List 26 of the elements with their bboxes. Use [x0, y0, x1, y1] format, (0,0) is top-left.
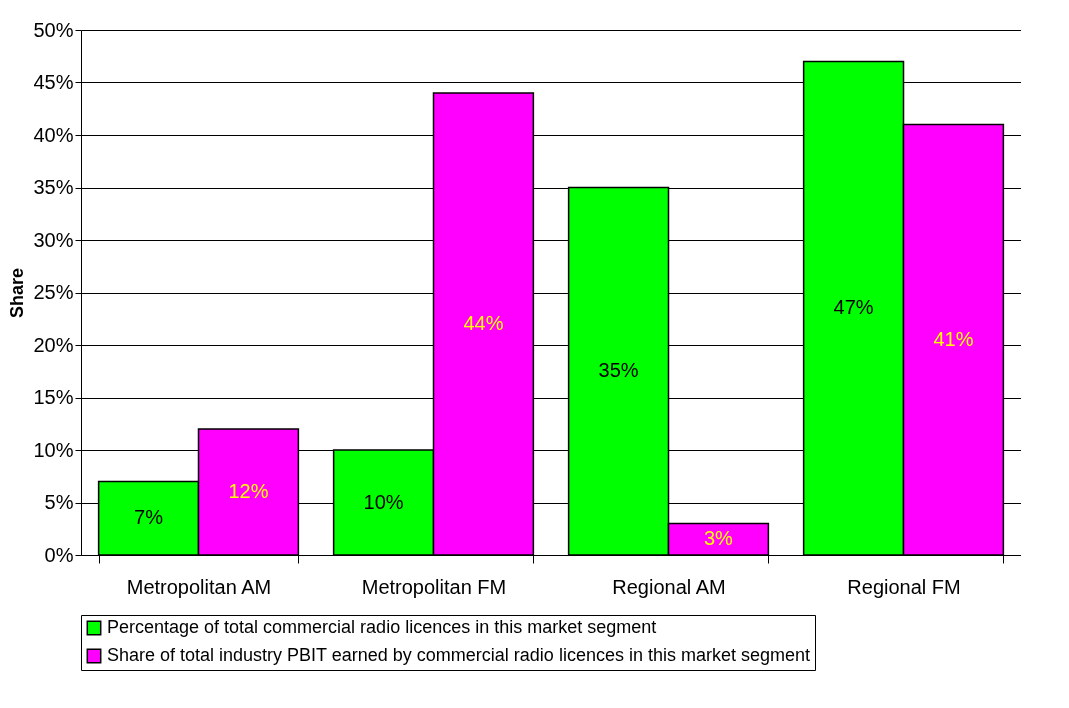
y-tick-label: 15% [33, 386, 74, 408]
y-tick-label: 50% [33, 18, 74, 41]
legend-label: Share of total industry PBIT earned by commercial radio licences in this market segment [107, 645, 810, 665]
data-label: 44% [463, 312, 504, 334]
y-tick-label: 30% [33, 228, 74, 251]
data-label: 10% [363, 490, 404, 513]
x-tick-label: Regional AM [612, 575, 726, 598]
y-tick-label: 40% [33, 123, 74, 146]
y-tick-label: 10% [33, 438, 74, 461]
y-tick-label: 0% [44, 543, 74, 566]
x-tick-label: Metropolitan AM [126, 575, 272, 598]
y-tick-label: 5% [44, 491, 74, 513]
y-tick-label: 45% [33, 71, 74, 93]
data-label: 3% [703, 527, 734, 550]
x-tick-label: Metropolitan FM [361, 575, 507, 598]
y-tick-label: 20% [33, 333, 74, 356]
data-label: 12% [228, 480, 269, 502]
data-label: 47% [833, 296, 874, 319]
y-axis-title: Share [7, 267, 28, 319]
y-tick-label: 35% [33, 176, 74, 198]
data-label: 7% [134, 506, 164, 529]
y-tick-label: 25% [33, 281, 74, 303]
legend-label: Percentage of total commercial radio licences in this market segment [107, 617, 657, 637]
x-tick-label: Regional FM [847, 575, 961, 598]
data-label: 41% [933, 327, 974, 350]
data-label: 35% [598, 359, 639, 382]
